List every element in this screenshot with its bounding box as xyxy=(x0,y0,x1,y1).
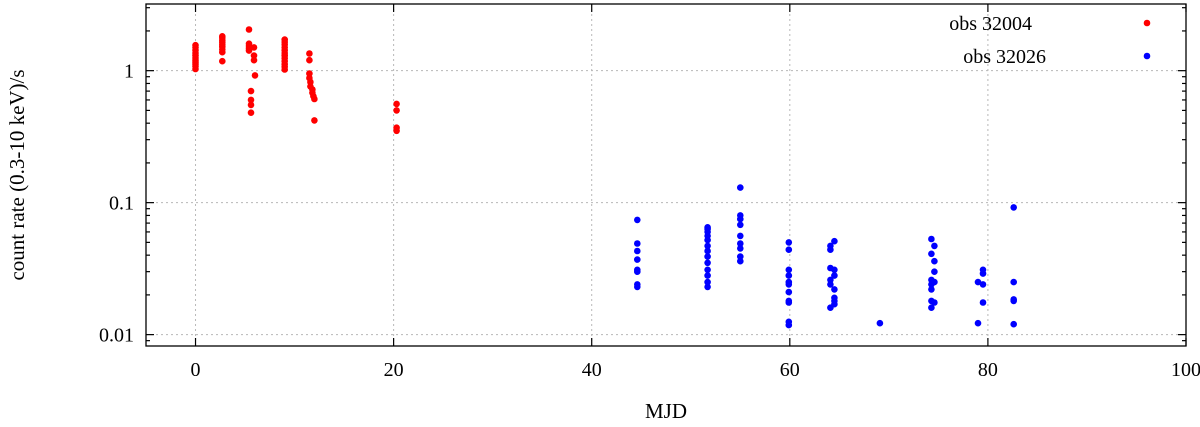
data-point-series-2 xyxy=(979,281,987,288)
data-point-series-1 xyxy=(311,95,318,103)
data-point-series-2 xyxy=(737,240,744,247)
data-point-series-2 xyxy=(931,242,938,250)
data-point-series-1 xyxy=(250,52,258,59)
legend-marker-obs-32004 xyxy=(1143,19,1151,27)
plot-frame xyxy=(145,3,1187,347)
data-point-series-2 xyxy=(704,242,711,250)
data-point-series-2 xyxy=(634,216,641,224)
data-point-series-2 xyxy=(928,304,935,312)
x-tick-label: 0 xyxy=(191,359,201,381)
data-point-series-2 xyxy=(831,300,838,308)
data-point-series-2 xyxy=(831,266,838,274)
legend: obs 32004 obs 32026 xyxy=(949,13,1151,68)
data-point-series-2 xyxy=(737,253,744,260)
data-point-series-2 xyxy=(704,278,711,286)
data-point-series-2 xyxy=(1010,278,1017,286)
y-axis-label: count rate (0.3-10 keV)/s xyxy=(5,69,29,280)
data-point-series-2 xyxy=(634,247,641,255)
data-point-series-2 xyxy=(634,283,641,291)
data-point-series-2 xyxy=(704,236,711,244)
data-point-series-1 xyxy=(250,44,258,51)
data-point-series-1 xyxy=(247,109,255,116)
data-point-series-2 xyxy=(785,299,793,306)
data-point-series-1 xyxy=(245,26,253,33)
x-tick-label: 20 xyxy=(384,359,404,381)
data-point-series-2 xyxy=(974,278,982,286)
data-point-series-2 xyxy=(979,299,987,306)
data-point-series-2 xyxy=(931,278,938,286)
data-point-series-1 xyxy=(311,117,318,124)
data-point-series-2 xyxy=(704,259,711,267)
data-point-series-1 xyxy=(281,66,289,73)
data-point-series-2 xyxy=(785,288,793,296)
data-point-series-1 xyxy=(245,47,253,54)
data-point-series-2 xyxy=(876,319,884,327)
data-point-series-2 xyxy=(785,281,793,288)
data-point-series-2 xyxy=(704,266,711,274)
data-point-series-1 xyxy=(393,100,400,108)
data-point-series-2 xyxy=(1010,297,1017,305)
data-point-series-2 xyxy=(831,272,838,279)
y-tick-label: 0.1 xyxy=(109,193,134,215)
data-point-series-2 xyxy=(737,215,744,223)
x-tick-label: 40 xyxy=(582,359,602,381)
y-tick-label: 0.01 xyxy=(99,325,134,347)
data-point-series-1 xyxy=(247,101,255,109)
x-tick-label: 100 xyxy=(1171,359,1200,381)
data-point-series-2 xyxy=(704,283,711,291)
data-point-series-2 xyxy=(785,239,793,246)
x-tick-label: 80 xyxy=(978,359,998,381)
data-point-series-2 xyxy=(704,253,711,260)
x-tick-label: 60 xyxy=(780,359,800,381)
legend-marker-obs-32026 xyxy=(1143,52,1151,60)
data-point-series-2 xyxy=(737,232,744,240)
data-point-series-2 xyxy=(737,257,744,265)
data-point-series-1 xyxy=(251,72,259,79)
data-point-series-1 xyxy=(192,41,199,49)
data-point-series-2 xyxy=(634,240,641,247)
data-point-series-2 xyxy=(974,319,982,327)
data-point-series-2 xyxy=(785,246,793,253)
data-point-series-1 xyxy=(393,107,400,114)
data-point-series-1 xyxy=(219,33,226,40)
data-point-series-2 xyxy=(704,247,711,255)
data-point-series-2 xyxy=(785,321,793,329)
data-point-series-2 xyxy=(931,257,938,265)
data-point-series-2 xyxy=(737,184,744,191)
data-points xyxy=(192,26,1017,329)
data-point-series-2 xyxy=(1010,204,1017,211)
data-point-series-2 xyxy=(785,266,793,274)
data-point-series-2 xyxy=(634,256,641,263)
data-point-series-2 xyxy=(931,299,938,306)
data-point-series-2 xyxy=(737,221,744,229)
data-point-series-2 xyxy=(737,245,744,252)
data-point-series-1 xyxy=(219,57,226,65)
legend-label-obs-32004: obs 32004 xyxy=(949,13,1032,35)
data-point-series-2 xyxy=(827,246,834,253)
data-point-series-2 xyxy=(931,268,938,276)
data-point-series-2 xyxy=(831,286,838,293)
data-point-series-2 xyxy=(928,235,935,243)
axis-ticks: 0 20 40 60 80 100 0.01 0.1 1 xyxy=(99,4,1200,381)
data-point-series-2 xyxy=(979,270,987,277)
data-point-series-2 xyxy=(831,237,838,245)
data-point-series-1 xyxy=(247,87,255,95)
data-point-series-2 xyxy=(827,281,834,288)
data-point-series-2 xyxy=(785,272,793,279)
y-tick-label: 1 xyxy=(124,61,134,83)
data-point-series-1 xyxy=(247,96,255,104)
data-point-series-2 xyxy=(928,286,935,293)
grid-lines xyxy=(146,4,1186,346)
x-axis-label: MJD xyxy=(645,399,687,423)
data-point-series-2 xyxy=(634,268,641,276)
data-point-series-1 xyxy=(250,56,258,64)
data-point-series-2 xyxy=(1010,320,1017,328)
data-point-series-1 xyxy=(393,127,400,135)
data-point-series-2 xyxy=(928,250,935,258)
data-point-series-2 xyxy=(704,272,711,279)
data-point-series-1 xyxy=(306,56,313,64)
legend-label-obs-32026: obs 32026 xyxy=(963,46,1046,68)
data-point-series-1 xyxy=(306,50,313,57)
